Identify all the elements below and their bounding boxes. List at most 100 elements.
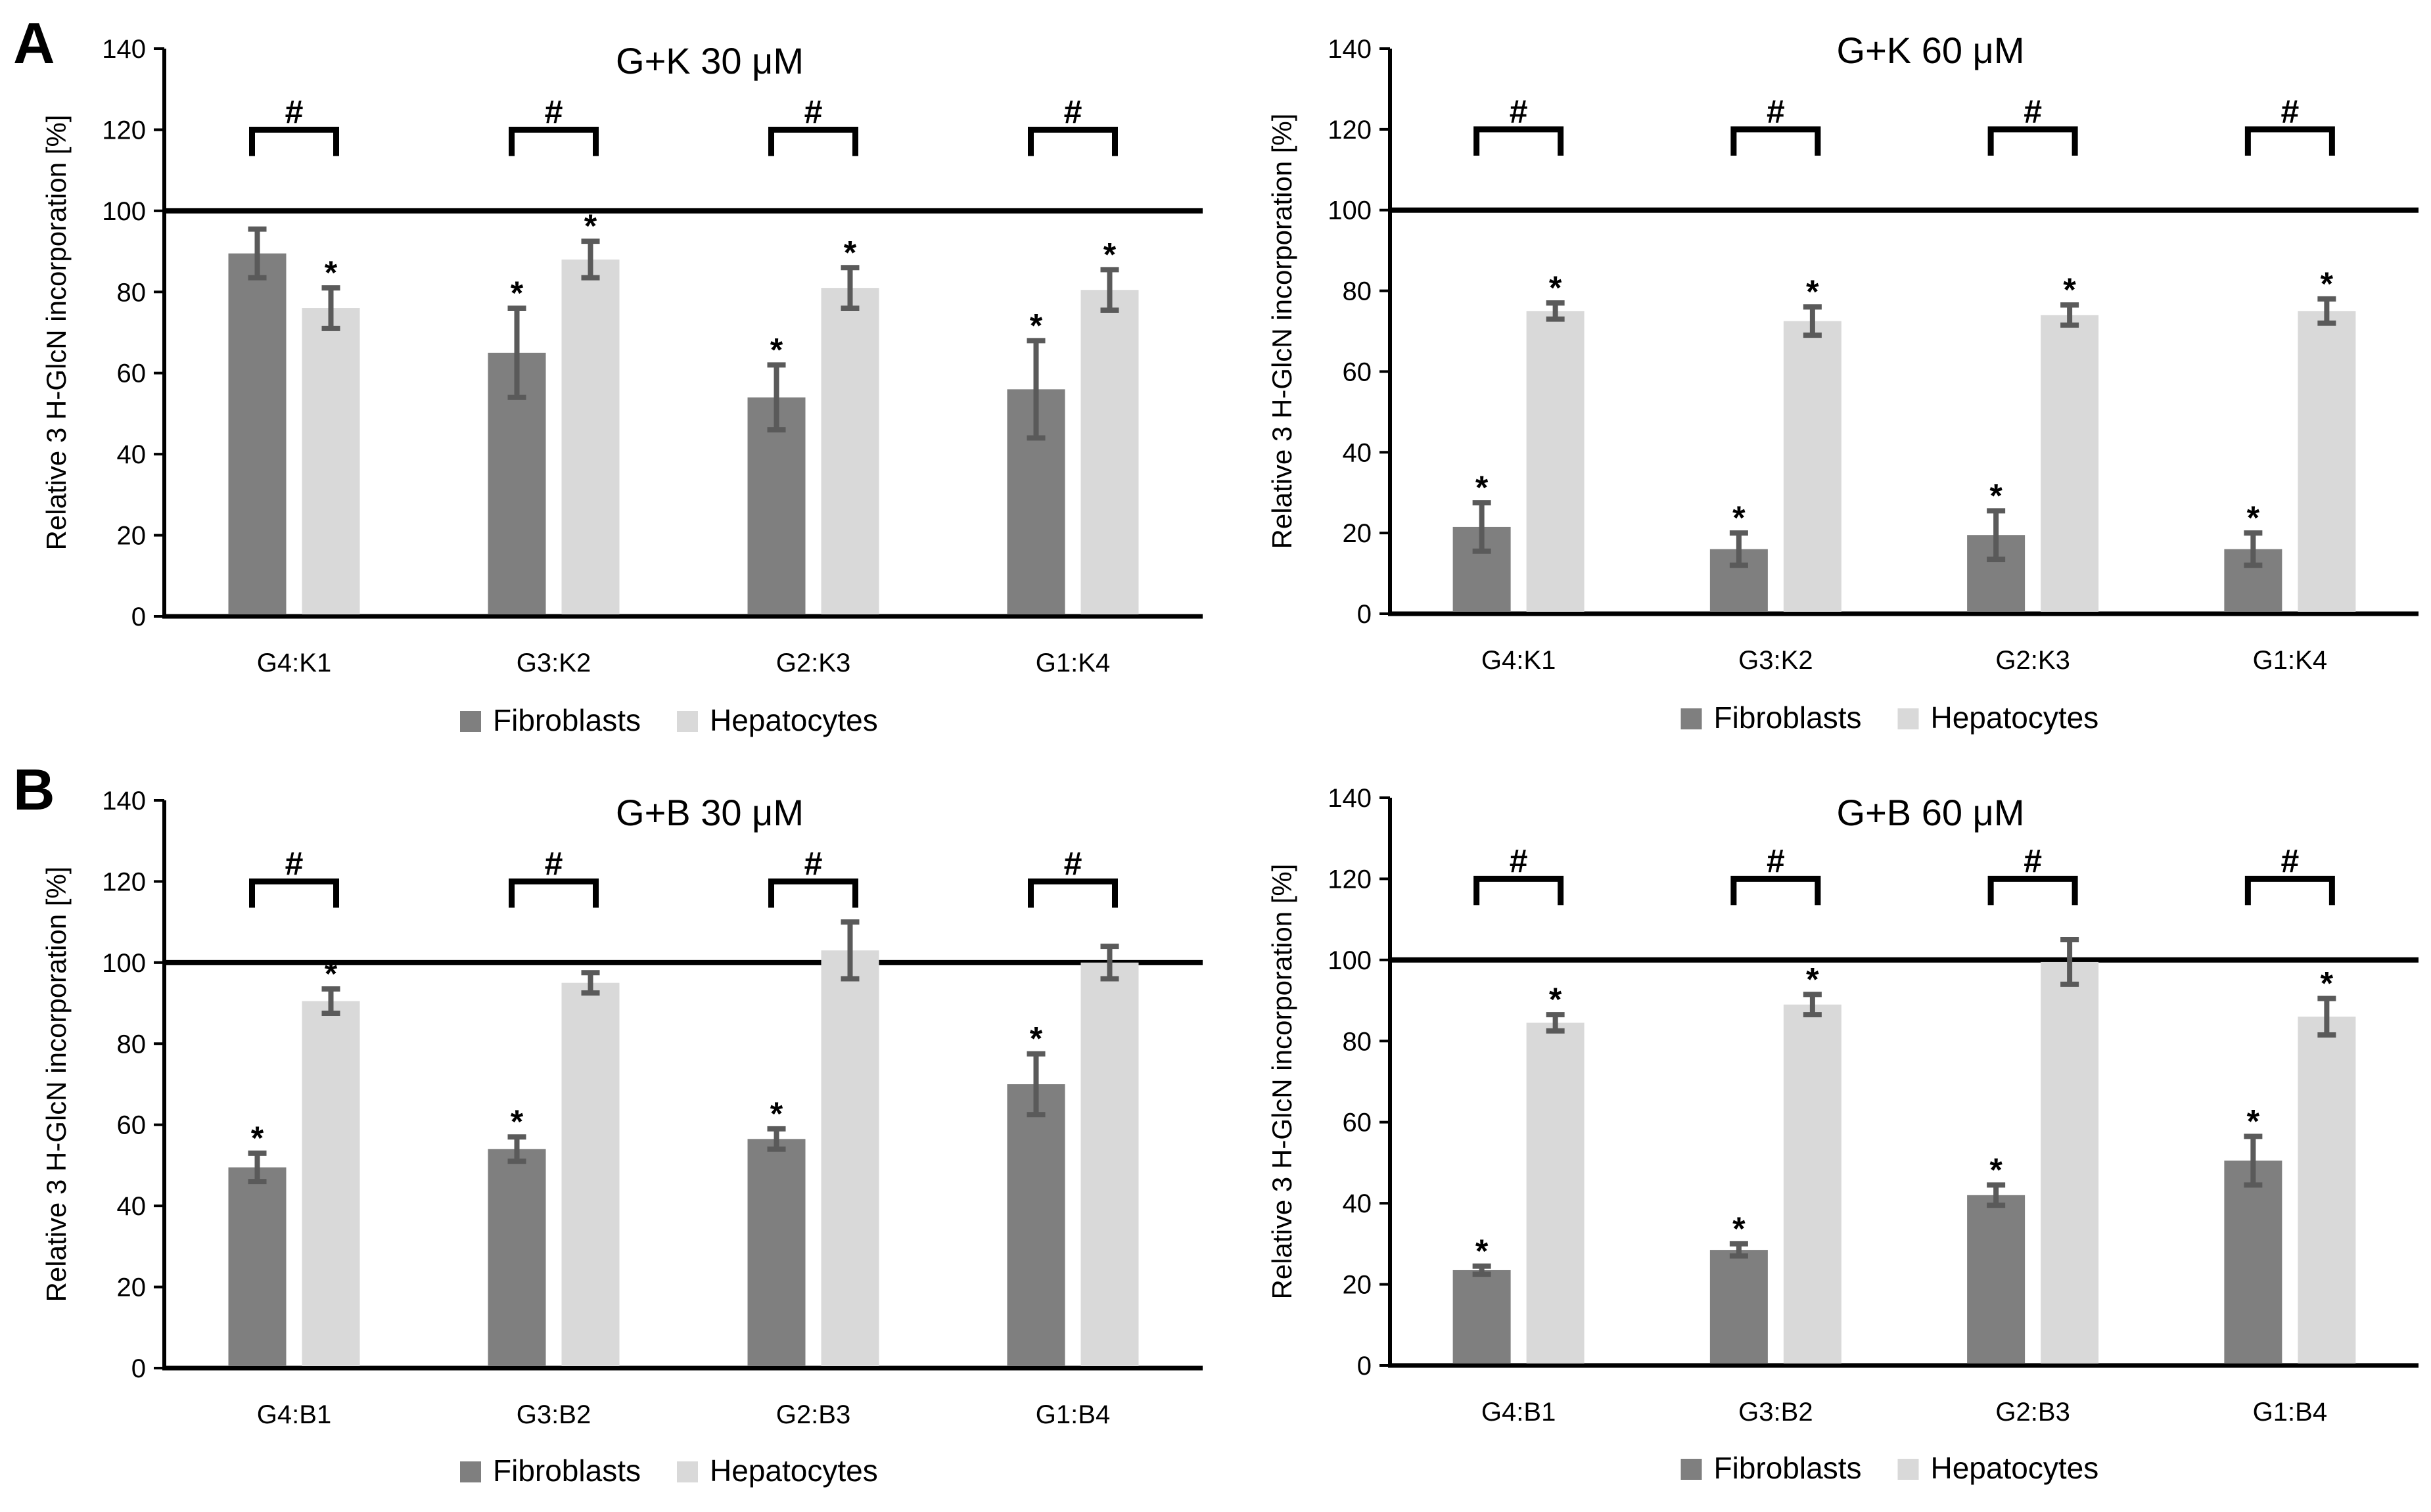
legend-swatch-hepatocytes	[1897, 708, 1919, 729]
chart-3: G+B 30 μM Relative 3 H-GlcN incorporation…	[41, 787, 1203, 1488]
significance-asterisk: *	[1806, 273, 1819, 310]
fibroblasts-bar	[747, 397, 806, 614]
legend-label-fibroblasts: Fibroblasts	[493, 1454, 641, 1488]
fibroblasts-bar	[228, 253, 287, 615]
y-tick-label: 40	[1343, 438, 1372, 467]
category-group: * * G2:K3 #	[1967, 93, 2099, 675]
hepatocytes-bar	[302, 1001, 360, 1366]
chart-1: G+K 30 μM Relative 3 H-GlcN incorporation…	[41, 35, 1203, 737]
y-axis-label: Relative 3 H-GlcN incorporation [%]	[1266, 114, 1297, 549]
category-group: * * G1:B4 #	[2224, 842, 2356, 1427]
significance-asterisk: *	[251, 1120, 264, 1157]
x-tick-label: G3:K2	[517, 649, 591, 677]
y-tick-label: 80	[1343, 277, 1372, 306]
panel-label-a: A	[13, 11, 55, 76]
comparison-bracket	[1473, 875, 1564, 905]
comparison-bracket	[1730, 875, 1821, 905]
comparison-bracket	[1987, 875, 2078, 905]
y-tick-label: 40	[117, 440, 147, 469]
category-group: * * G1:K4 #	[2224, 93, 2356, 675]
x-tick-label: G3:B2	[517, 1400, 591, 1429]
y-tick-label: 20	[1343, 1271, 1372, 1300]
y-tick-label: 40	[117, 1192, 147, 1221]
legend-label-fibroblasts: Fibroblasts	[493, 703, 641, 737]
fibroblasts-bar	[1007, 1084, 1065, 1366]
comparison-bracket	[1028, 878, 1118, 908]
hepatocytes-bar	[2298, 311, 2356, 612]
chart-title: G+B 30 μM	[616, 792, 804, 833]
significance-asterisk: *	[325, 254, 338, 291]
hepatocytes-bar	[1783, 1004, 1841, 1363]
significance-asterisk: *	[2321, 965, 2334, 1001]
y-tick-label: 120	[102, 867, 146, 896]
significance-asterisk: *	[511, 275, 524, 311]
legend-swatch-hepatocytes	[677, 1461, 698, 1482]
legend-label-hepatocytes: Hepatocytes	[710, 1454, 878, 1488]
comparison-hash: #	[804, 845, 823, 882]
y-tick-label: 0	[1357, 600, 1372, 629]
x-tick-label: G4:K1	[257, 649, 331, 677]
legend-swatch-hepatocytes	[677, 711, 698, 732]
significance-asterisk: *	[1732, 1210, 1746, 1247]
significance-asterisk: *	[1030, 307, 1043, 344]
significance-asterisk: *	[1989, 1151, 2003, 1188]
category-group: * G4:K1 #	[228, 93, 360, 677]
x-tick-label: G3:K2	[1738, 646, 1813, 675]
comparison-hash: #	[1064, 93, 1082, 130]
legend-swatch-fibroblasts	[1680, 1459, 1702, 1480]
legend-label-hepatocytes: Hepatocytes	[710, 703, 878, 737]
y-tick-label: 40	[1343, 1189, 1372, 1218]
significance-asterisk: *	[1806, 961, 1819, 997]
legend-label-hepatocytes: Hepatocytes	[1931, 1451, 2099, 1485]
y-axis-label: Relative 3 H-GlcN incorporation [%]	[41, 115, 72, 551]
significance-asterisk: *	[1475, 469, 1489, 506]
significance-asterisk: *	[1549, 981, 1562, 1018]
significance-asterisk: *	[770, 1095, 783, 1132]
y-tick-label: 100	[102, 197, 146, 226]
hepatocytes-bar	[1526, 311, 1585, 612]
x-tick-label: G2:B3	[1995, 1398, 2070, 1427]
fibroblasts-bar	[2224, 1160, 2282, 1363]
comparison-bracket	[249, 126, 339, 156]
hepatocytes-bar	[821, 288, 879, 614]
hepatocytes-bar	[302, 308, 360, 614]
category-group: * * G1:K4 #	[1007, 93, 1139, 677]
hepatocytes-bar	[561, 982, 620, 1366]
significance-asterisk: *	[770, 331, 783, 368]
legend-label-fibroblasts: Fibroblasts	[1714, 700, 1862, 735]
x-tick-label: G1:B4	[2253, 1398, 2327, 1427]
comparison-bracket	[1730, 126, 1821, 156]
chart-title: G+B 60 μM	[1837, 792, 2025, 833]
significance-asterisk: *	[1475, 1233, 1489, 1270]
panel-label-b: B	[13, 757, 55, 822]
legend-swatch-fibroblasts	[460, 711, 481, 732]
y-tick-label: 0	[131, 1354, 146, 1383]
x-tick-label: G4:B1	[257, 1400, 331, 1429]
comparison-bracket	[768, 126, 858, 156]
hepatocytes-bar	[2041, 961, 2099, 1363]
category-group: * * G4:K1 #	[1452, 93, 1585, 675]
category-group: * * G3:B2 #	[1709, 842, 1841, 1427]
chart-title: G+K 30 μM	[616, 40, 804, 81]
hepatocytes-bar	[1080, 962, 1139, 1366]
x-tick-label: G1:K4	[2253, 646, 2327, 675]
comparison-hash: #	[545, 845, 563, 882]
hepatocytes-bar	[561, 259, 620, 614]
x-tick-label: G4:K1	[1481, 646, 1556, 675]
category-group: * G3:B2 #	[488, 845, 620, 1429]
significance-asterisk: *	[1030, 1020, 1043, 1057]
fibroblasts-bar	[1967, 1195, 2026, 1363]
comparison-bracket	[249, 878, 339, 908]
category-group: * * G3:K2 #	[488, 93, 620, 677]
y-tick-label: 120	[102, 116, 146, 145]
category-group: * * G2:K3 #	[747, 93, 879, 677]
y-tick-label: 140	[1328, 784, 1372, 813]
comparison-bracket	[1987, 126, 2078, 156]
y-tick-label: 60	[1343, 1109, 1372, 1137]
y-tick-label: 80	[117, 1030, 147, 1059]
y-tick-label: 100	[1328, 196, 1372, 225]
category-group: * * G4:B1 #	[1452, 842, 1585, 1427]
y-tick-label: 100	[1328, 946, 1372, 975]
category-group: * G2:B3 #	[747, 845, 879, 1429]
y-axis-label: Relative 3 H-GlcN incorporation [%]	[1266, 864, 1297, 1300]
